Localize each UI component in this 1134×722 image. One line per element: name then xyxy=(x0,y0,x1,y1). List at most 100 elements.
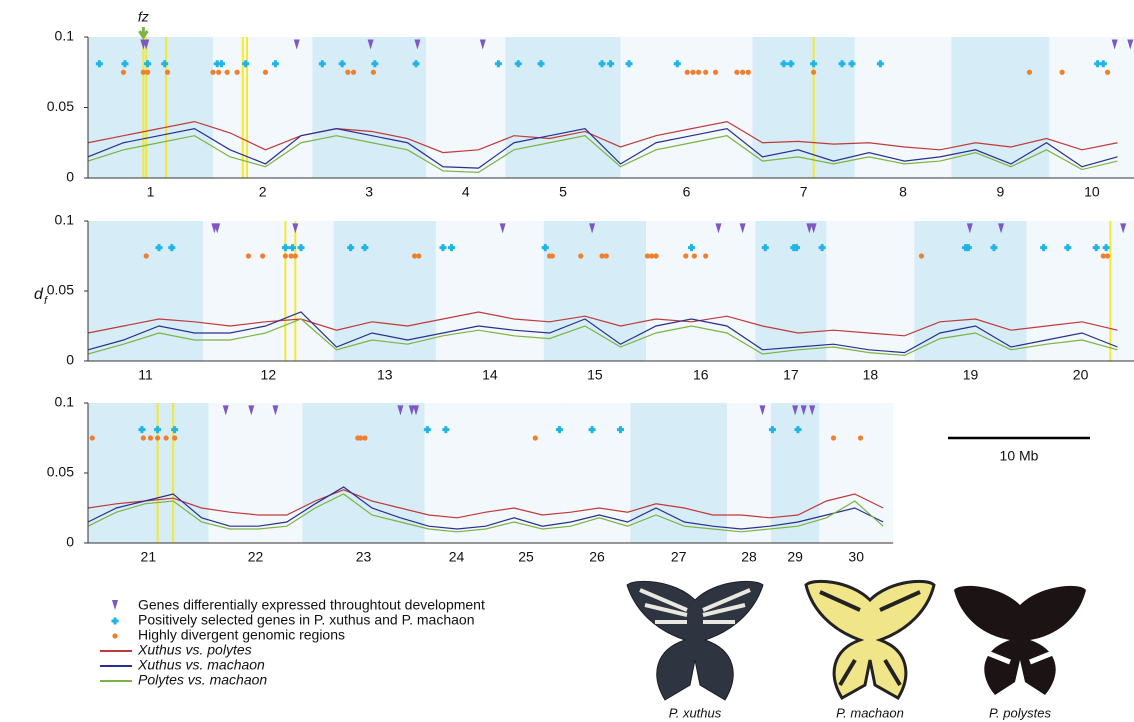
divergent-region-marker xyxy=(155,435,160,440)
chromosome-band xyxy=(826,221,914,361)
figure: d f P. xuthus P. machaon P. polystes 123… xyxy=(0,0,1134,722)
chromosome-label: 24 xyxy=(449,549,465,565)
chromosome-label: 23 xyxy=(356,549,372,565)
divergent-region-marker xyxy=(145,70,150,75)
chromosome-label: 11 xyxy=(138,367,153,383)
divergent-region-marker xyxy=(216,70,221,75)
chromosome-band xyxy=(951,37,1049,178)
legend-label: Highly divergent genomic regions xyxy=(138,627,345,643)
divergent-region-marker xyxy=(90,435,95,440)
y-tick-label: 0 xyxy=(66,352,74,368)
chromosome-label: 21 xyxy=(141,549,157,565)
de-gene-marker xyxy=(112,600,118,610)
divergent-region-marker xyxy=(1105,253,1110,258)
divergent-region-marker xyxy=(345,70,350,75)
chromosome-band xyxy=(914,221,1026,361)
divergent-region-marker xyxy=(578,253,583,258)
y-tick-label: 0.1 xyxy=(55,212,75,228)
chromosome-band xyxy=(505,37,620,178)
chromosome-band xyxy=(88,37,213,178)
y-tick-label: 0.05 xyxy=(47,282,74,298)
chromosome-band xyxy=(753,37,855,178)
legend-label: Positively selected genes in P. xuthus a… xyxy=(138,612,474,628)
annotation: fz xyxy=(138,9,149,25)
chromosome-label: 19 xyxy=(963,367,979,383)
annotation-arrow xyxy=(139,27,147,37)
divergent-region-marker xyxy=(685,70,690,75)
divergent-region-marker xyxy=(293,253,298,258)
image-caption: P. polystes xyxy=(989,705,1051,720)
divergent-region-marker xyxy=(148,435,153,440)
divergent-region-marker xyxy=(919,253,924,258)
divergent-region-marker xyxy=(811,70,816,75)
chromosome-label: 16 xyxy=(693,367,709,383)
divergent-region-marker xyxy=(416,253,421,258)
divergent-region-marker xyxy=(1105,70,1110,75)
chromosome-label: 17 xyxy=(783,367,799,383)
divergent-region-marker xyxy=(263,70,268,75)
y-label: d xyxy=(34,286,44,303)
legend-label: Genes differentially expressed throughto… xyxy=(138,597,485,613)
butterfly-xuthus xyxy=(627,581,763,700)
divergent-region-marker xyxy=(683,253,688,258)
chromosome-label: 22 xyxy=(248,549,264,565)
chromosome-band xyxy=(213,37,312,178)
divergent-region-marker xyxy=(831,435,836,440)
divergent-region-marker xyxy=(740,70,745,75)
divergent-region-marker xyxy=(653,253,658,258)
divergent-region-marker xyxy=(283,253,288,258)
divergent-region-marker xyxy=(210,70,215,75)
divergent-region-marker xyxy=(164,435,169,440)
y-tick-label: 0.05 xyxy=(47,98,74,114)
chromosome-label: 9 xyxy=(996,184,1004,200)
divergent-region-marker xyxy=(141,435,146,440)
chromosome-label: 8 xyxy=(899,184,907,200)
chromosome-band xyxy=(1049,37,1134,178)
image-caption: P. xuthus xyxy=(669,705,722,720)
chromosome-label: 1 xyxy=(147,184,155,200)
chromosome-label: 6 xyxy=(683,184,691,200)
legend-label: Polytes vs. machaon xyxy=(138,672,267,688)
chromosome-label: 18 xyxy=(863,367,879,383)
chromosome-band xyxy=(755,221,826,361)
divergent-region-marker xyxy=(225,70,230,75)
divergent-region-marker xyxy=(746,70,751,75)
divergent-region-marker xyxy=(690,70,695,75)
chromosome-label: 15 xyxy=(587,367,603,383)
divergent-region-marker xyxy=(165,70,170,75)
divergent-region-marker xyxy=(246,253,251,258)
chromosome-label: 28 xyxy=(741,549,757,565)
divergent-region-marker xyxy=(371,70,376,75)
chromosome-label: 13 xyxy=(377,367,393,383)
y-tick-label: 0 xyxy=(66,534,74,550)
legend-label: Xuthus vs. polytes xyxy=(137,642,252,658)
chromosome-band xyxy=(88,403,209,543)
chromosome-band xyxy=(312,37,426,178)
y-tick-label: 0 xyxy=(66,169,74,185)
chromosome-label: 27 xyxy=(671,549,687,565)
chromosome-band xyxy=(302,403,424,543)
divergent-region-marker xyxy=(362,435,367,440)
divergent-region-marker xyxy=(703,70,708,75)
y-tick-label: 0.1 xyxy=(55,394,75,410)
divergent-region-marker xyxy=(260,253,265,258)
legend-label: Xuthus vs. machaon xyxy=(137,657,265,673)
chromosome-band xyxy=(544,221,646,361)
chromosome-label: 7 xyxy=(800,184,808,200)
y-tick-label: 0.05 xyxy=(47,464,74,480)
divergent-region-marker xyxy=(703,253,708,258)
divergent-region-marker xyxy=(692,253,697,258)
divergent-region-marker xyxy=(734,70,739,75)
chromosome-label: 20 xyxy=(1073,367,1089,383)
chromosome-label: 25 xyxy=(518,549,534,565)
divergent-region-marker xyxy=(144,253,149,258)
chromosome-band xyxy=(425,403,489,543)
divergent-region-marker xyxy=(1027,70,1032,75)
chromosome-band xyxy=(436,221,544,361)
chromosome-label: 29 xyxy=(787,549,803,565)
chromosome-label: 3 xyxy=(365,184,373,200)
chromosome-band xyxy=(564,403,631,543)
divergent-region-marker xyxy=(696,70,701,75)
divergent-region-marker xyxy=(550,253,555,258)
chromosome-label: 10 xyxy=(1084,184,1100,200)
